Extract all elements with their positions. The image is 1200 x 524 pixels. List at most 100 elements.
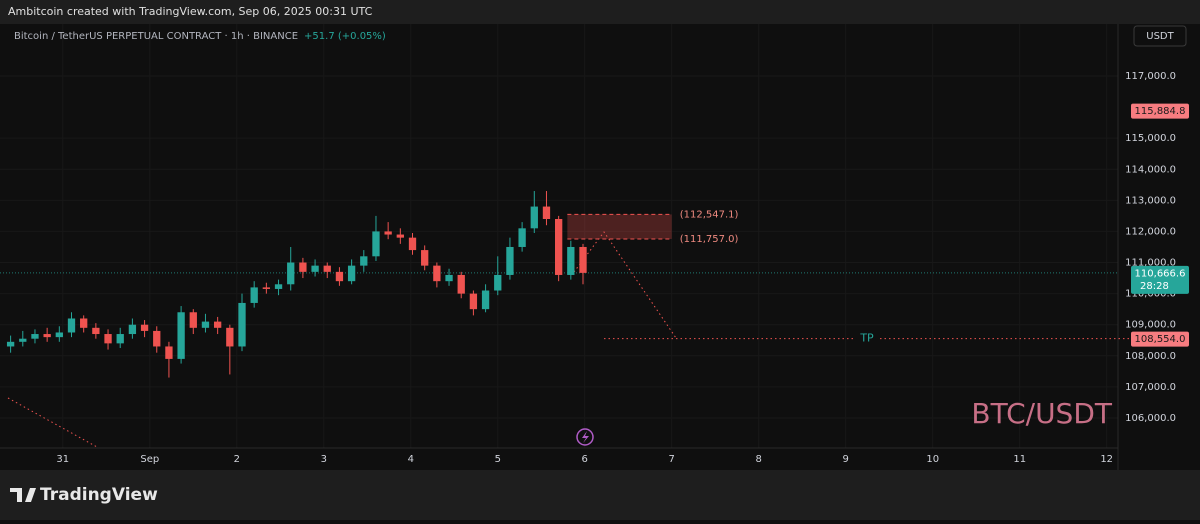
watermark: BTC/USDT: [971, 397, 1112, 430]
candle-body: [567, 246, 575, 275]
price-tag: [1131, 265, 1189, 294]
candle-body: [311, 265, 319, 272]
x-tick-label: 5: [495, 454, 501, 465]
y-tick-label: 112,000.0: [1125, 226, 1176, 237]
zone-bottom-label: (111,757.0): [680, 234, 739, 245]
candle-body: [274, 284, 283, 289]
y-tick-label: 110,000.0: [1125, 289, 1176, 300]
x-tick-label: 6: [582, 454, 588, 465]
candle-body: [433, 265, 441, 282]
candle-body: [506, 246, 514, 275]
candle-body: [165, 346, 173, 359]
candle-body: [116, 334, 124, 344]
x-tick-label: Sep: [140, 454, 159, 465]
candle-body: [262, 287, 271, 289]
candle-body: [579, 246, 587, 273]
candle-body: [518, 228, 526, 247]
candle-body: [55, 332, 63, 338]
x-tick-label: 3: [321, 454, 327, 465]
footer-bar: [0, 470, 1200, 520]
candle-body: [554, 218, 563, 275]
candle-body: [67, 318, 76, 333]
candle-body: [396, 234, 404, 238]
footer-text: TradingView: [40, 485, 158, 505]
candle-body: [201, 321, 210, 328]
candle-body: [542, 206, 551, 219]
symbol-title: Bitcoin / TetherUS PERPETUAL CONTRACT · …: [14, 31, 298, 42]
projection-path: [573, 231, 677, 339]
candle-body: [104, 334, 112, 344]
alert-price-label: 115,884.8: [1135, 106, 1186, 117]
candle-body: [287, 262, 295, 285]
zone-top-label: (112,547.1): [680, 209, 739, 220]
y-tick-label: 106,000.0: [1125, 413, 1176, 424]
y-tick-label: 114,000.0: [1125, 164, 1176, 175]
candle-body: [335, 271, 344, 282]
candle-body: [384, 231, 392, 235]
candle-body: [140, 324, 149, 331]
candle-body: [31, 334, 39, 339]
x-tick-label: 31: [56, 454, 69, 465]
x-tick-label: 9: [843, 454, 849, 465]
x-tick-label: 2: [234, 454, 240, 465]
candle-body: [6, 341, 15, 347]
countdown-label: 28:28: [1140, 281, 1169, 292]
x-tick-label: 7: [669, 454, 675, 465]
header-bar: [0, 0, 1200, 24]
candle-body: [494, 274, 502, 291]
candle-body: [80, 318, 88, 328]
y-tick-label: 117,000.0: [1125, 71, 1176, 82]
event-icon[interactable]: [576, 428, 594, 446]
candle-body: [189, 312, 197, 328]
candle-body: [19, 338, 27, 342]
candle-body: [372, 231, 380, 257]
y-tick-label: 109,000.0: [1125, 320, 1176, 331]
y-tick-label: 111,000.0: [1125, 258, 1176, 269]
candle-body: [177, 312, 185, 359]
x-tick-label: 12: [1100, 454, 1113, 465]
candle-body: [360, 256, 368, 266]
candle-body: [92, 327, 100, 335]
candle-body: [226, 327, 234, 347]
candle-body: [445, 274, 453, 282]
candle-body: [481, 290, 490, 310]
candle-body: [128, 324, 137, 335]
x-tick-label: 8: [756, 454, 762, 465]
candle-body: [421, 250, 429, 266]
header-text: Ambitcoin created with TradingView.com, …: [8, 5, 373, 18]
y-tick-label: 107,000.0: [1125, 382, 1176, 393]
y-tick-label: 113,000.0: [1125, 195, 1176, 206]
x-tick-label: 4: [408, 454, 414, 465]
candle-body: [408, 237, 417, 251]
candle-body: [347, 265, 356, 282]
price-change: +51.7 (+0.05%): [304, 31, 386, 42]
last-price-label: 110,666.6: [1135, 268, 1186, 279]
footer-logo: [10, 488, 36, 502]
candle-body: [530, 206, 538, 229]
price-tag: [1131, 331, 1189, 347]
currency-button[interactable]: [1133, 25, 1187, 47]
candle-body: [238, 302, 246, 347]
price-tag: [1131, 103, 1189, 119]
target-price-label: 108,554.0: [1135, 334, 1186, 345]
candle-body: [250, 287, 258, 303]
zone-box: [567, 214, 672, 239]
x-tick-label: 11: [1013, 454, 1026, 465]
plot-background: [0, 24, 1200, 470]
candle-body: [323, 265, 331, 272]
candle-body: [299, 262, 307, 272]
currency-label: USDT: [1146, 31, 1174, 42]
y-tick-label: 108,000.0: [1125, 351, 1176, 362]
candle-body: [43, 334, 51, 338]
candle-body: [213, 321, 222, 328]
target-name: TP: [859, 332, 874, 345]
event-icon-bolt: [582, 431, 589, 443]
trend-line: [7, 397, 98, 448]
y-tick-label: 115,000.0: [1125, 133, 1176, 144]
x-tick-label: 10: [926, 454, 939, 465]
candle-body: [469, 293, 478, 310]
candle-body: [153, 330, 161, 347]
candle-body: [457, 274, 465, 294]
